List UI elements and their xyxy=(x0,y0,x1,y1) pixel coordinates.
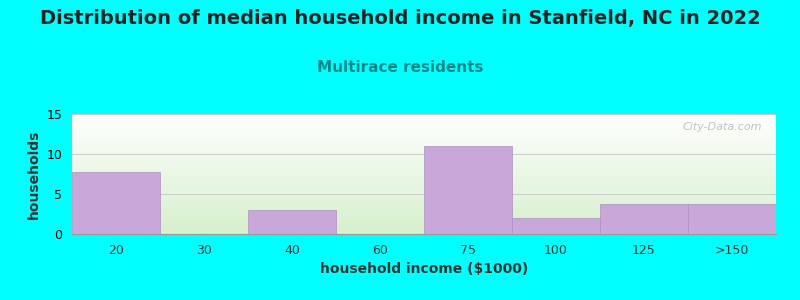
Text: Multirace residents: Multirace residents xyxy=(317,60,483,75)
Text: Distribution of median household income in Stanfield, NC in 2022: Distribution of median household income … xyxy=(40,9,760,28)
Bar xyxy=(424,146,512,234)
Bar xyxy=(248,210,336,234)
X-axis label: household income ($1000): household income ($1000) xyxy=(320,262,528,276)
Bar xyxy=(600,204,688,234)
Bar xyxy=(72,172,160,234)
Text: City-Data.com: City-Data.com xyxy=(682,122,762,132)
Bar xyxy=(512,218,600,234)
Y-axis label: households: households xyxy=(27,129,41,219)
Bar xyxy=(688,204,776,234)
